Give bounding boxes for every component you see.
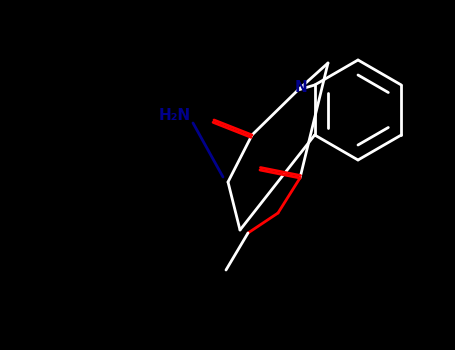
Text: H₂N: H₂N xyxy=(159,107,191,122)
Text: N: N xyxy=(295,79,308,94)
